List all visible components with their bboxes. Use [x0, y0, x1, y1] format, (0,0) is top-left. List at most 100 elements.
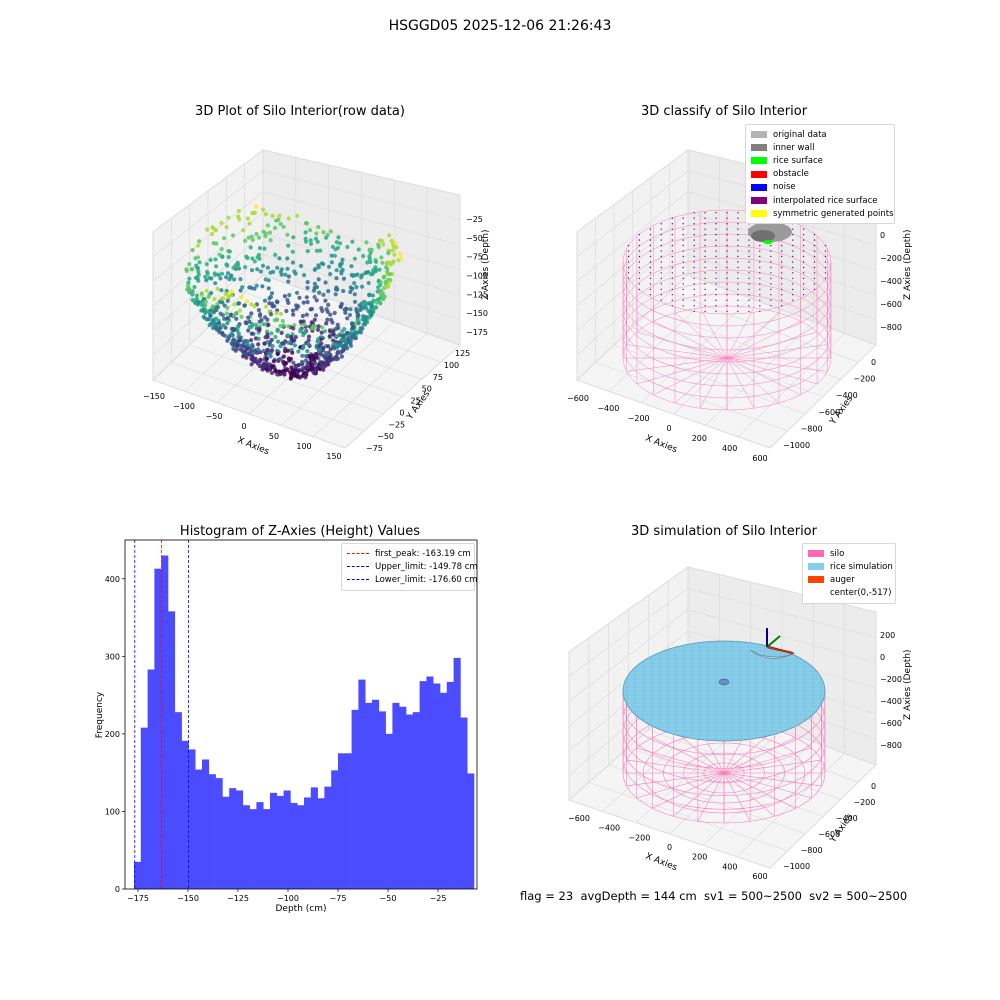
interpolated-point — [682, 239, 684, 241]
interpolated-point — [726, 255, 728, 258]
interpolated-point — [693, 305, 695, 307]
silo-floor-spoke — [653, 321, 728, 359]
data-point — [348, 285, 353, 290]
data-point — [334, 240, 339, 245]
data-point — [312, 281, 317, 286]
data-point — [255, 255, 260, 260]
data-point — [310, 363, 315, 368]
interpolated-point — [627, 266, 630, 269]
data-point — [260, 263, 266, 268]
data-point — [246, 315, 251, 320]
legend-line — [347, 566, 369, 568]
histogram-bar — [317, 798, 325, 889]
data-point — [232, 302, 237, 307]
legend-item-rice-simulation: rice simulation — [808, 560, 893, 573]
legend-label: first_peak: -163.19 cm — [375, 548, 471, 559]
silo-floor-spoke — [626, 357, 728, 372]
data-point — [358, 330, 363, 335]
data-point — [247, 285, 252, 290]
interpolated-point — [726, 266, 728, 269]
data-point — [281, 224, 286, 229]
data-point — [262, 298, 268, 303]
data-point — [319, 330, 324, 335]
data-point — [265, 265, 270, 270]
data-point — [286, 300, 291, 305]
data-point — [209, 276, 214, 281]
interpolated-point — [748, 294, 750, 296]
data-point — [265, 332, 270, 337]
data-point — [238, 277, 243, 282]
classify-x-axis-label: X Axies — [644, 434, 679, 456]
data-point — [305, 300, 310, 305]
data-point — [356, 321, 361, 326]
data-point — [270, 213, 275, 219]
data-point — [326, 344, 331, 349]
data-point — [328, 329, 333, 334]
data-point — [306, 334, 312, 339]
data-point — [331, 329, 336, 334]
z-tick-label: −50 — [466, 234, 483, 243]
interpolated-point — [792, 250, 794, 252]
data-point — [359, 273, 365, 278]
data-point — [279, 272, 284, 277]
data-point — [368, 272, 373, 277]
data-point — [343, 310, 348, 315]
interpolated-point — [649, 288, 652, 291]
interpolated-point — [715, 212, 717, 214]
silo-floor-spoke — [723, 737, 796, 774]
classify-z-axis-label: Z Axies (Depth) — [903, 229, 913, 300]
interpolated-point — [726, 299, 728, 301]
histogram-bar — [242, 805, 250, 889]
data-point — [319, 306, 324, 311]
data-point — [379, 238, 384, 243]
data-point — [256, 336, 261, 341]
data-point — [278, 311, 284, 316]
original-data-cluster — [751, 230, 775, 242]
data-point — [249, 338, 254, 343]
histogram-bar — [344, 753, 352, 889]
histogram-plot: −175 −150 −125 −100 −75 −50 −25 0 100 200 300 400 D… — [95, 539, 478, 914]
histogram-bar — [433, 683, 441, 889]
data-point — [242, 340, 247, 345]
data-point — [226, 215, 231, 220]
data-point — [335, 344, 340, 349]
y-tick-label: 50 — [422, 385, 432, 394]
data-point — [292, 343, 297, 348]
interpolated-point — [660, 266, 662, 269]
data-point — [329, 253, 334, 258]
data-point — [230, 342, 235, 347]
interpolated-point — [737, 288, 739, 291]
interpolated-point — [737, 233, 739, 236]
x-tick-label: −600 — [568, 814, 590, 823]
silo-floor-spoke — [726, 344, 828, 359]
grid-line — [687, 253, 877, 321]
interpolated-point — [682, 277, 684, 280]
data-point — [254, 204, 259, 209]
interpolated-point — [824, 255, 827, 258]
z-tick-label: −125 — [466, 290, 488, 299]
data-point — [306, 338, 311, 343]
data-point — [341, 288, 346, 294]
interpolated-point — [693, 272, 695, 274]
data-point — [230, 233, 236, 238]
data-point — [242, 303, 247, 308]
interpolated-point — [715, 294, 717, 296]
histogram-bar — [202, 759, 210, 889]
interpolated-point — [682, 223, 684, 225]
interpolated-point — [649, 239, 652, 241]
histogram-bar — [406, 714, 414, 889]
legend-swatch — [808, 576, 824, 584]
interpolated-point — [693, 310, 695, 312]
data-point — [345, 244, 350, 250]
interpolated-point — [682, 299, 684, 301]
data-point — [339, 342, 344, 347]
interpolated-point — [704, 283, 706, 285]
interpolated-point — [726, 277, 728, 280]
data-point — [324, 321, 329, 326]
silo-floor-spoke — [726, 357, 828, 372]
histogram-bar — [134, 861, 142, 889]
data-point — [314, 248, 319, 253]
grid-line — [737, 333, 845, 437]
interpolated-point — [671, 255, 673, 258]
